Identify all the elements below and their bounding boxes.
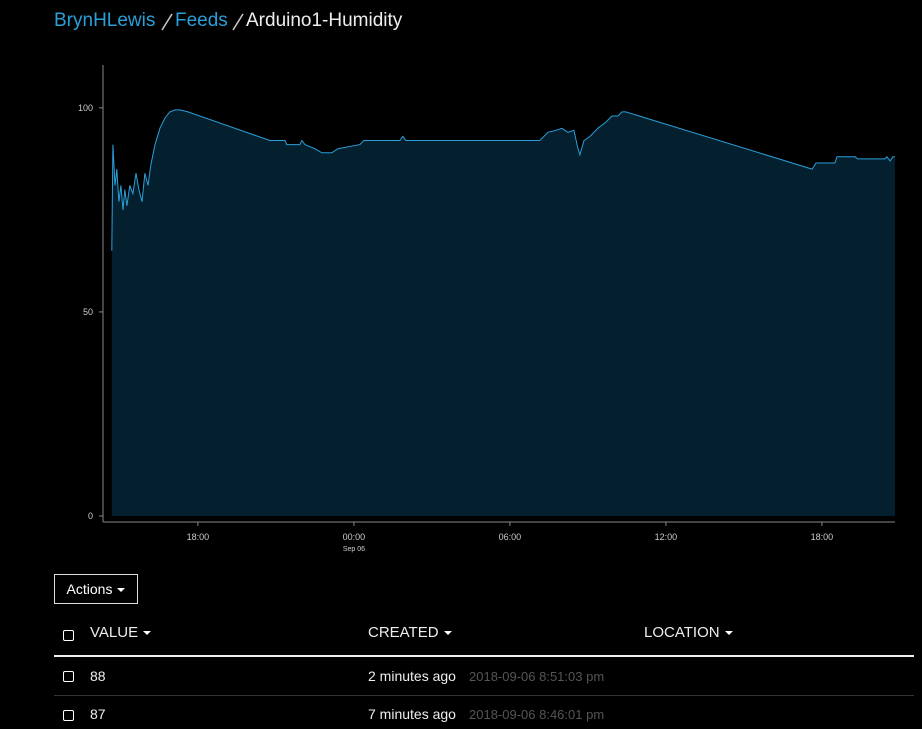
y-tick-label: 50 <box>83 307 93 317</box>
actions-button[interactable]: Actions <box>54 574 138 604</box>
row-rule <box>54 695 914 696</box>
separator <box>232 13 244 31</box>
header-text: CREATED <box>368 624 439 641</box>
y-tick-label: 0 <box>88 511 93 521</box>
breadcrumb-link[interactable]: Feeds <box>175 10 228 31</box>
header-text: LOCATION <box>644 624 720 641</box>
area <box>111 109 896 517</box>
row-checkbox[interactable] <box>63 671 74 682</box>
breadcrumb-link[interactable]: BrynHLewis <box>54 10 156 31</box>
button-label: Actions <box>66 581 113 597</box>
x-tick-label: 18:00 <box>811 532 834 542</box>
cell-created: 7 minutes ago <box>368 706 456 722</box>
cell-created: 2 minutes ago <box>368 668 456 684</box>
cell-timestamp: 2018-09-06 8:51:03 pm <box>469 669 605 684</box>
column-header[interactable]: LOCATION <box>644 624 733 641</box>
x-tick-label: 12:00 <box>655 532 678 542</box>
cell-value: 88 <box>90 668 106 684</box>
x-date-label: Sep 06 <box>343 546 365 553</box>
header-rule <box>54 655 914 657</box>
chart: 0 50 100 18:00 00:00 06:00 12:00 18:00 Sep 06 <box>78 65 896 553</box>
x-tick-label: 06:00 <box>499 532 522 542</box>
select-all-checkbox[interactable] <box>63 630 74 641</box>
cell-value: 87 <box>90 706 106 722</box>
breadcrumb-current: Arduino1-Humidity <box>246 10 403 31</box>
caret <box>117 588 126 593</box>
column-header[interactable]: CREATED <box>368 624 452 641</box>
caret <box>443 631 452 636</box>
column-header[interactable]: VALUE <box>90 624 152 641</box>
caret <box>724 631 733 636</box>
header-text: VALUE <box>90 624 139 641</box>
cell-timestamp: 2018-09-06 8:46:01 pm <box>469 707 605 722</box>
x-tick-label: 00:00 <box>343 532 366 542</box>
separator <box>161 13 173 31</box>
x-tick-label: 18:00 <box>187 532 210 542</box>
y-tick-label: 100 <box>78 103 93 113</box>
row-checkbox[interactable] <box>63 710 74 721</box>
line <box>111 109 895 251</box>
caret <box>143 631 152 636</box>
